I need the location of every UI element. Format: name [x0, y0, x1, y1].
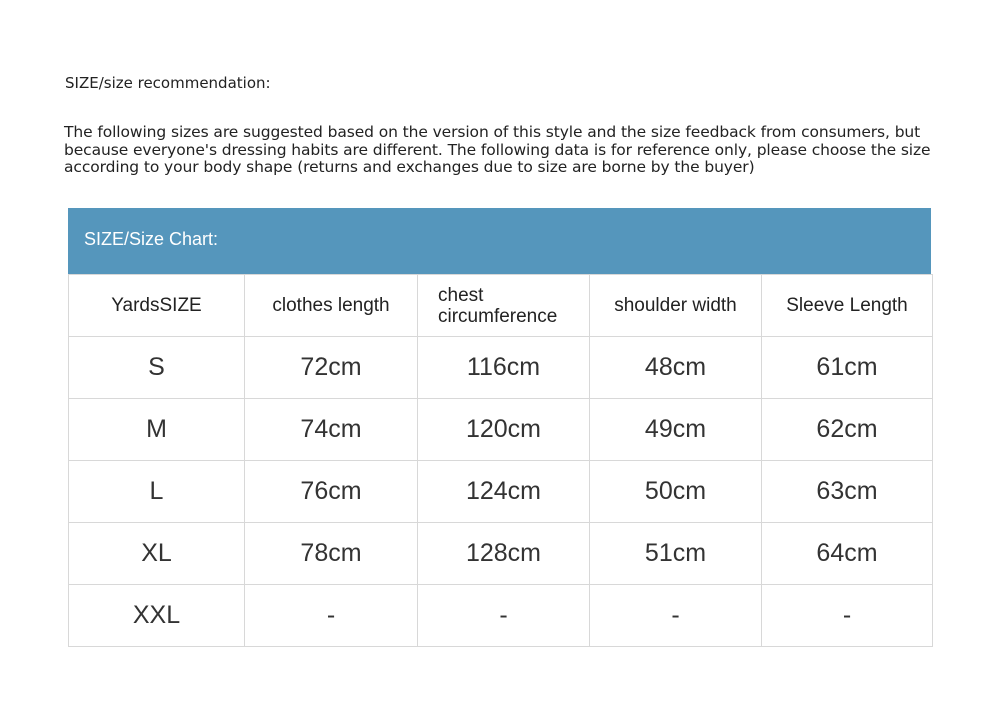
measurement-cell: 128cm: [417, 522, 590, 585]
column-header: Sleeve Length: [761, 274, 933, 337]
table-row: S 72cm 116cm 48cm 61cm: [68, 336, 933, 399]
measurement-cell: 49cm: [589, 398, 762, 461]
column-header: clothes length: [244, 274, 418, 337]
measurement-cell: -: [761, 584, 933, 647]
measurement-cell: 61cm: [761, 336, 933, 399]
size-advice-paragraph: The following sizes are suggested based …: [64, 123, 931, 176]
measurement-cell: 62cm: [761, 398, 933, 461]
size-chart-title: SIZE/Size Chart:: [84, 229, 219, 249]
measurement-cell: 74cm: [244, 398, 418, 461]
size-label-cell: XXL: [68, 584, 245, 647]
measurement-cell: 76cm: [244, 460, 418, 523]
column-header: chest circumference: [417, 274, 590, 337]
measurement-cell: 48cm: [589, 336, 762, 399]
measurement-cell: 78cm: [244, 522, 418, 585]
measurement-cell: 72cm: [244, 336, 418, 399]
column-header: YardsSIZE: [68, 274, 245, 337]
measurement-cell: 124cm: [417, 460, 590, 523]
measurement-cell: 64cm: [761, 522, 933, 585]
size-label-cell: XL: [68, 522, 245, 585]
section-title: SIZE/size recommendation:: [65, 74, 271, 92]
size-label-cell: L: [68, 460, 245, 523]
size-label-cell: M: [68, 398, 245, 461]
measurement-cell: 63cm: [761, 460, 933, 523]
table-row: XL 78cm 128cm 51cm 64cm: [68, 522, 933, 585]
measurement-cell: -: [589, 584, 762, 647]
measurement-cell: 50cm: [589, 460, 762, 523]
size-chart-header-band: SIZE/Size Chart:: [68, 208, 931, 274]
table-row: XXL - - - -: [68, 584, 933, 647]
measurement-cell: -: [244, 584, 418, 647]
table-row: L 76cm 124cm 50cm 63cm: [68, 460, 933, 523]
measurement-cell: 120cm: [417, 398, 590, 461]
column-header: shoulder width: [589, 274, 762, 337]
measurement-cell: 116cm: [417, 336, 590, 399]
measurement-cell: 51cm: [589, 522, 762, 585]
table-header-row: YardsSIZE clothes length chest circumfer…: [68, 274, 933, 337]
size-chart-table: YardsSIZE clothes length chest circumfer…: [68, 274, 933, 647]
measurement-cell: -: [417, 584, 590, 647]
table-row: M 74cm 120cm 49cm 62cm: [68, 398, 933, 461]
size-label-cell: S: [68, 336, 245, 399]
